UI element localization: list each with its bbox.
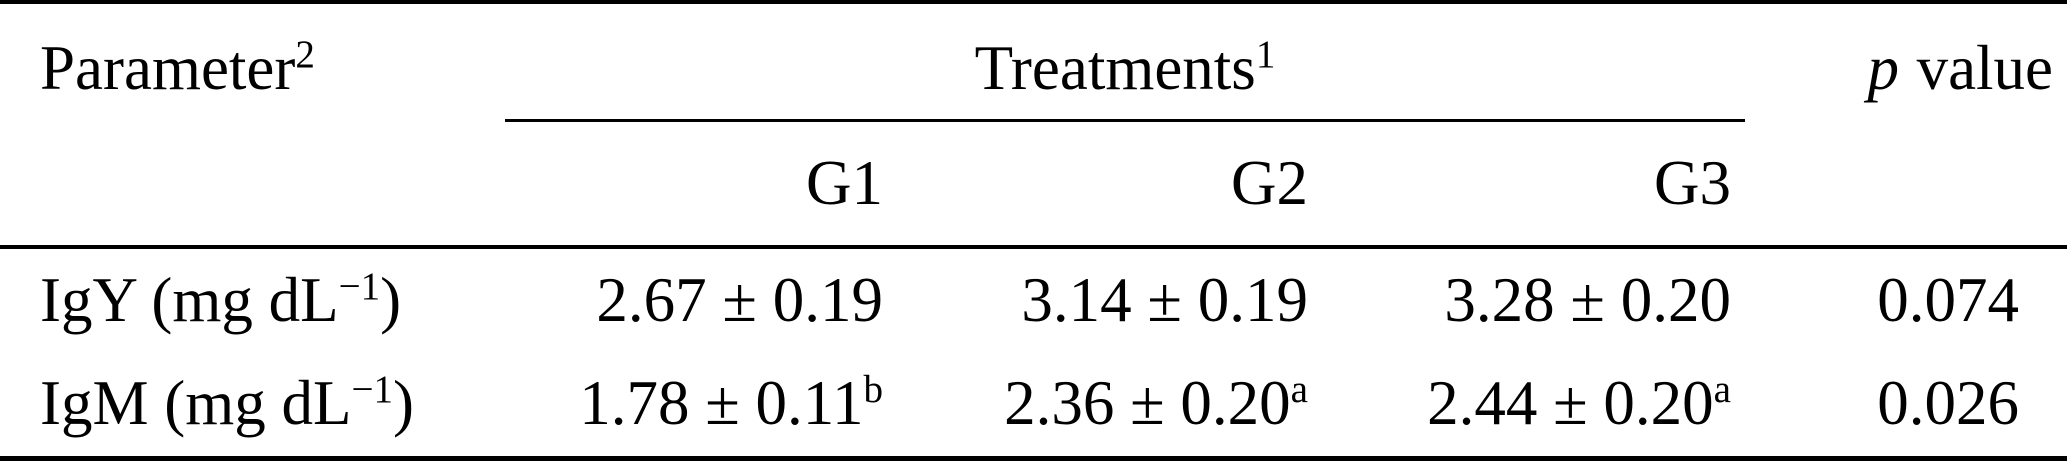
igm-parameter-cell: IgM (mg dL−1) [0,351,505,458]
parameter-footnote-marker: 2 [295,33,315,76]
treatments-header-label: Treatments [974,33,1256,103]
p-value-header-cell: p value [1745,2,2067,247]
igm-g2-value-cell: 2.36 ± 0.20a [895,351,1320,458]
igy-unit-exponent: −1 [338,265,381,308]
igy-parameter-suffix: ) [380,265,402,335]
igm-g1-significance: b [863,368,883,412]
igy-g1-value: 2.67 ± 0.19 [596,265,883,335]
igm-g2-significance: a [1290,368,1308,412]
igm-g1-value: 1.78 ± 0.11 [579,368,864,439]
header-row-groups: G1 G2 G3 [0,120,2067,247]
igm-p-value-cell: 0.026 [1877,368,2019,439]
p-value-header-italic: p [1867,33,1899,103]
igy-g1-value-cell: 2.67 ± 0.19 [505,245,895,351]
group-header-g3: G3 [1654,148,1731,219]
treatments-spanner-cell: Treatments1 [505,2,1745,122]
igy-g2-value: 3.14 ± 0.19 [1021,265,1308,335]
igy-g3-value-cell: 3.28 ± 0.20 [1320,245,1745,351]
igy-g2-value-cell: 3.14 ± 0.19 [895,245,1320,351]
results-table: Parameter2 Treatments1 p value G1 G2 G3 I… [0,0,2067,461]
igy-parameter-cell: IgY (mg dL−1) [0,245,505,351]
igm-parameter-text: IgM (mg dL [40,368,352,439]
parameter-header-label: Parameter [40,33,296,103]
p-value-header-rest: value [1916,33,2053,103]
igm-g3-value-cell: 2.44 ± 0.20a [1320,351,1745,458]
igm-g1-value-cell: 1.78 ± 0.11b [505,351,895,458]
group-header-g2: G2 [1231,148,1308,219]
igm-g3-value: 2.44 ± 0.20 [1427,368,1714,439]
treatments-footnote-marker: 1 [1255,33,1276,76]
header-row-spanner: Parameter2 Treatments1 p value [0,2,2067,122]
table-row-igy: IgY (mg dL−1) 2.67 ± 0.19 3.14 ± 0.19 3.… [0,245,2067,351]
table-row-igm: IgM (mg dL−1) 1.78 ± 0.11b 2.36 ± 0.20a … [0,351,2067,458]
igy-parameter-text: IgY (mg dL [40,265,339,335]
igy-p-value-cell: 0.074 [1745,245,2067,351]
igm-g3-significance: a [1713,368,1731,412]
igm-g2-value: 2.36 ± 0.20 [1004,368,1291,439]
igy-g3-value: 3.28 ± 0.20 [1444,265,1731,335]
igm-unit-exponent: −1 [351,368,394,412]
group-header-g1: G1 [806,148,883,219]
igm-parameter-suffix: ) [393,368,414,439]
parameter-header-cell: Parameter2 [0,2,505,247]
